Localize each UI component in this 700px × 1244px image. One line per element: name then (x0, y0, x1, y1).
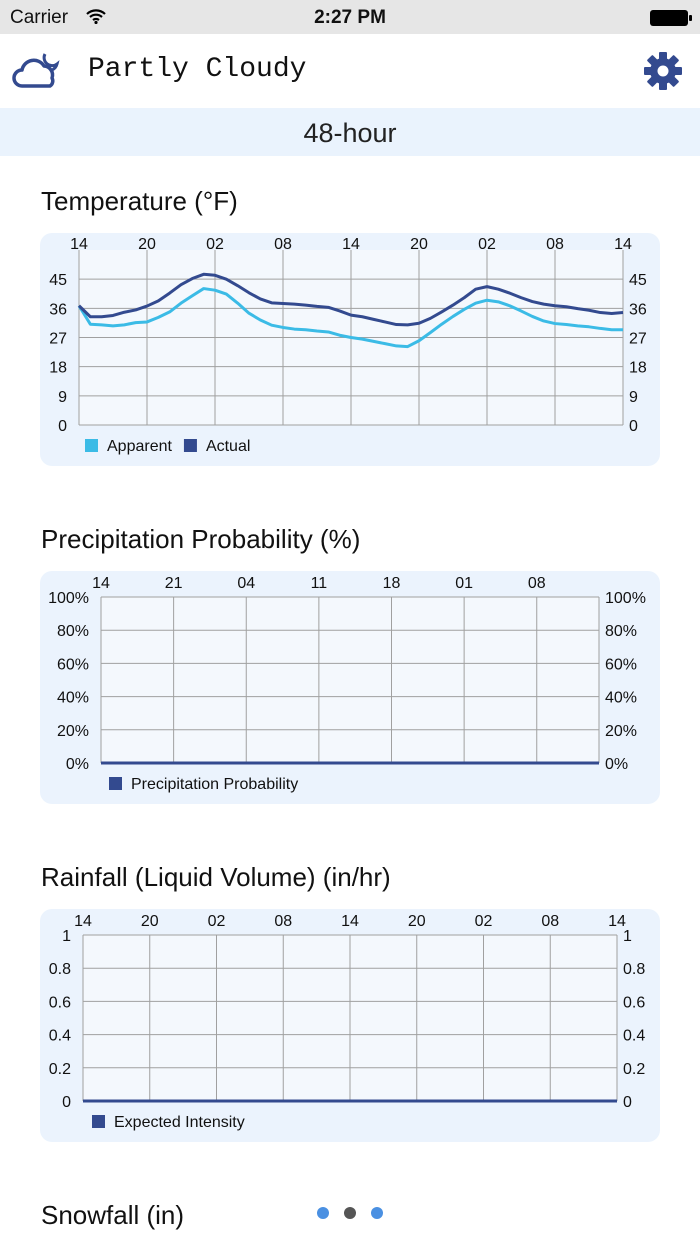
y-tick-left: 40% (57, 690, 89, 707)
x-tick: 14 (341, 913, 359, 930)
x-tick: 20 (410, 236, 428, 253)
gear-icon[interactable] (644, 52, 682, 90)
y-tick-left: 80% (57, 623, 89, 640)
y-tick-right: 100% (605, 590, 646, 607)
y-tick-right: 0 (629, 418, 638, 435)
legend-swatch (92, 1115, 105, 1128)
page-dot[interactable] (344, 1207, 356, 1219)
y-tick-left: 20% (57, 723, 89, 740)
y-tick-left: 0 (58, 418, 67, 435)
battery-icon (650, 10, 692, 26)
x-tick: 02 (206, 236, 224, 253)
snow-title: Snowfall (in) (41, 1200, 185, 1230)
y-tick-left: 0.4 (49, 1028, 71, 1045)
x-tick: 08 (274, 236, 292, 253)
y-tick-right: 9 (629, 389, 638, 406)
y-tick-right: 40% (605, 690, 637, 707)
x-tick: 08 (274, 913, 292, 930)
x-tick: 14 (92, 575, 110, 592)
y-tick-left: 1 (62, 928, 71, 945)
page-dot[interactable] (371, 1207, 383, 1219)
x-tick: 02 (208, 913, 226, 930)
y-tick-left: 60% (57, 656, 89, 673)
legend-label: Precipitation Probability (131, 776, 298, 793)
x-tick: 08 (546, 236, 564, 253)
x-tick: 14 (608, 913, 626, 930)
y-tick-right: 80% (605, 623, 637, 640)
series-line-actual (77, 272, 624, 327)
cloud-moon-icon[interactable] (12, 50, 64, 92)
y-tick-left: 0.8 (49, 961, 71, 978)
x-tick: 04 (237, 575, 255, 592)
time-range-tab[interactable]: 48-hour (0, 108, 700, 156)
x-tick: 08 (528, 575, 546, 592)
legend-swatch (109, 777, 122, 790)
y-tick-right: 18 (629, 360, 647, 377)
y-tick-right: 0.4 (623, 1028, 645, 1045)
y-tick-left: 36 (49, 301, 67, 318)
y-tick-right: 60% (605, 656, 637, 673)
y-tick-left: 0.2 (49, 1061, 71, 1078)
y-tick-right: 0% (605, 756, 628, 773)
wifi-icon (86, 9, 106, 24)
x-tick: 08 (541, 913, 559, 930)
y-tick-left: 100% (48, 590, 89, 607)
y-tick-right: 0.6 (623, 994, 645, 1011)
temperature-title: Temperature (°F) (41, 186, 238, 216)
precip-chart: 0% 0% 20% 20% 40% 40% 60% 60% 80% 80% 100% 100% 14 21… (40, 571, 660, 804)
status-bar: Carrier 2:27 PM (0, 0, 700, 34)
x-tick: 01 (455, 575, 473, 592)
legend-swatch (183, 439, 197, 452)
y-tick-right: 20% (605, 723, 637, 740)
page-dot[interactable] (317, 1207, 329, 1219)
x-tick: 18 (383, 575, 401, 592)
x-tick: 11 (311, 575, 328, 592)
x-tick: 20 (141, 913, 159, 930)
legend-swatch (85, 439, 98, 452)
x-tick: 02 (478, 236, 496, 253)
y-tick-left: 0.6 (49, 994, 71, 1011)
y-tick-right: 0.8 (623, 961, 645, 978)
y-tick-left: 0% (66, 756, 89, 773)
legend-label: Apparent (107, 438, 172, 455)
legend-label: Expected Intensity (114, 1114, 245, 1131)
y-tick-left: 0 (62, 1094, 71, 1111)
page-title: Partly Cloudy (88, 54, 307, 85)
x-tick: 02 (475, 913, 493, 930)
y-tick-left: 45 (49, 272, 67, 289)
x-tick: 20 (408, 913, 426, 930)
rain-title: Rainfall (Liquid Volume) (in/hr) (41, 862, 391, 892)
y-tick-left: 9 (58, 389, 67, 406)
x-tick: 14 (614, 236, 632, 253)
y-tick-right: 36 (629, 301, 647, 318)
y-tick-right: 0 (623, 1094, 632, 1111)
x-tick: 20 (138, 236, 156, 253)
y-tick-right: 45 (629, 272, 647, 289)
x-tick: 14 (342, 236, 360, 253)
y-tick-right: 27 (629, 331, 647, 348)
x-tick: 21 (165, 575, 183, 592)
y-tick-left: 18 (49, 360, 67, 377)
y-tick-left: 27 (49, 331, 67, 348)
x-tick: 14 (70, 236, 88, 253)
series-line-apparent (77, 287, 623, 349)
precip-title: Precipitation Probability (%) (41, 524, 361, 554)
legend-label: Actual (206, 438, 250, 455)
rain-chart: 0 0 0.2 0.2 0.4 0.4 0.6 0.6 0.8 0.8 1 1 14 20 02 08 14 20… (40, 909, 660, 1142)
x-tick: 14 (74, 913, 92, 930)
y-tick-right: 0.2 (623, 1061, 645, 1078)
carrier-label: Carrier (10, 7, 69, 28)
plot-area (101, 597, 599, 763)
app-header: Partly Cloudy (0, 34, 700, 108)
temperature-chart: 0 0 9 9 18 18 27 27 36 36 45 45 14 20 02 08 14 20 02 08 14 Ap… (40, 233, 660, 466)
y-tick-right: 1 (623, 928, 632, 945)
clock: 2:27 PM (314, 7, 386, 28)
